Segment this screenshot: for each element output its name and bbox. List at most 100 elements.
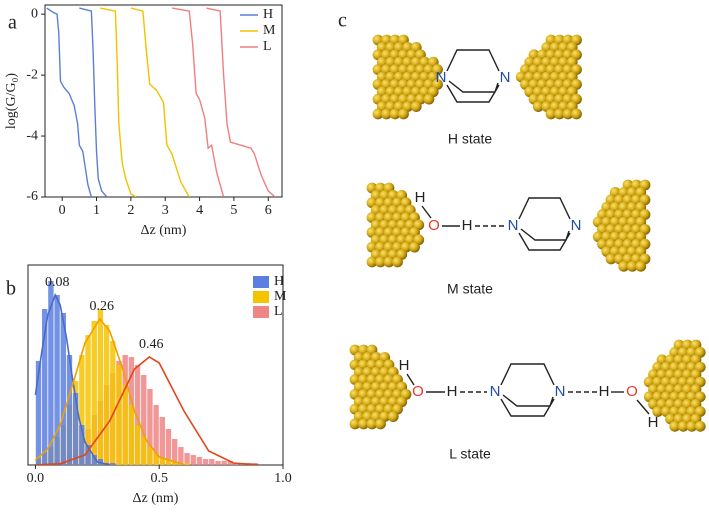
histogram-bar bbox=[215, 461, 221, 465]
atom-label: N bbox=[555, 383, 566, 400]
gaussian-fit bbox=[35, 356, 259, 465]
legend-label: M bbox=[274, 289, 287, 304]
panel-label: b bbox=[6, 278, 16, 300]
histogram-bar bbox=[184, 453, 190, 465]
conductance-trace bbox=[79, 7, 108, 197]
histogram-bar bbox=[209, 459, 215, 465]
dabco-cage bbox=[500, 363, 555, 417]
histogram-bar bbox=[116, 365, 122, 465]
gold-atom bbox=[545, 108, 557, 120]
legend-swatch bbox=[253, 276, 269, 288]
legend-label: L bbox=[263, 39, 272, 54]
atom-label: H bbox=[462, 217, 473, 234]
gold-atom bbox=[389, 108, 401, 120]
histogram-bar bbox=[48, 281, 54, 465]
histogram-bar bbox=[159, 417, 166, 465]
peak-label: 0.26 bbox=[90, 299, 115, 314]
histogram-bar bbox=[85, 445, 91, 465]
bond bbox=[406, 373, 415, 386]
plot-frame bbox=[44, 4, 283, 198]
histogram-bar bbox=[110, 463, 116, 465]
histogram-bar bbox=[190, 455, 196, 465]
panel-label: a bbox=[8, 12, 17, 34]
gold-electrode bbox=[515, 34, 582, 120]
histogram-bar bbox=[153, 453, 159, 465]
histogram-bar bbox=[103, 325, 110, 465]
histogram-bar bbox=[202, 459, 209, 465]
atom-label: N bbox=[500, 69, 511, 86]
y-tick-label: 0 bbox=[31, 6, 38, 21]
x-axis-label: Δz (nm) bbox=[133, 491, 179, 506]
histogram-bar bbox=[178, 447, 184, 465]
y-tick-label: -6 bbox=[26, 189, 38, 204]
gold-atom bbox=[387, 411, 399, 422]
bond bbox=[421, 205, 432, 219]
histogram-bar bbox=[165, 459, 172, 465]
peak-label: 0.46 bbox=[139, 337, 164, 352]
gold-atom bbox=[375, 418, 386, 430]
histogram-bar bbox=[72, 393, 79, 465]
gold-atom bbox=[372, 108, 384, 120]
atom-label: H bbox=[415, 189, 426, 206]
gold-atom bbox=[409, 241, 420, 253]
atom-label: H bbox=[599, 383, 610, 400]
histogram-bar bbox=[66, 355, 73, 465]
histogram-bar bbox=[171, 461, 178, 465]
histogram-bar bbox=[122, 385, 128, 465]
histogram-bar bbox=[79, 425, 85, 465]
gold-electrode bbox=[643, 339, 706, 432]
histogram-bar bbox=[60, 313, 66, 465]
gold-atom bbox=[677, 420, 689, 432]
legend-label: L bbox=[274, 304, 283, 319]
x-tick-label: 6 bbox=[265, 203, 272, 218]
histogram-bar bbox=[97, 309, 104, 465]
dabco-cage bbox=[518, 197, 571, 251]
atom-label: O bbox=[626, 383, 638, 400]
state-label: L state bbox=[449, 446, 491, 462]
conductance-trace bbox=[171, 7, 225, 197]
panel-label: c bbox=[338, 10, 347, 32]
histogram-bar bbox=[134, 425, 141, 465]
y-tick-label: -4 bbox=[26, 128, 38, 143]
legend-swatch bbox=[253, 306, 269, 318]
gold-atom bbox=[635, 260, 647, 272]
gold-atom bbox=[532, 101, 544, 112]
atom-label: H bbox=[399, 357, 410, 374]
gold-atom bbox=[686, 420, 698, 432]
conductance-trace bbox=[206, 7, 276, 197]
conductance-trace bbox=[99, 7, 137, 197]
atom-label: O bbox=[428, 217, 440, 234]
x-tick-label: 2 bbox=[127, 203, 134, 218]
gold-atom bbox=[366, 418, 378, 430]
histogram-bar bbox=[91, 455, 97, 465]
atom-label: N bbox=[571, 217, 582, 234]
atom-label: H bbox=[447, 383, 458, 400]
histogram-bar bbox=[128, 405, 135, 465]
histogram-bar bbox=[196, 457, 203, 465]
bars bbox=[34, 281, 259, 465]
x-tick-label: 1 bbox=[93, 203, 100, 218]
atom-label: N bbox=[490, 383, 501, 400]
gold-atom bbox=[349, 418, 361, 430]
gold-electrode bbox=[349, 344, 412, 430]
histogram-bar bbox=[141, 437, 147, 465]
x-tick-label: 0.5 bbox=[150, 471, 168, 486]
legend-label: H bbox=[274, 274, 284, 289]
atom-label: N bbox=[436, 69, 447, 86]
x-tick-label: 5 bbox=[230, 203, 237, 218]
gold-atom bbox=[392, 256, 403, 268]
gold-electrode bbox=[366, 182, 425, 268]
histogram-bar bbox=[54, 295, 60, 465]
histogram-bar bbox=[171, 439, 178, 465]
histogram-bar bbox=[147, 389, 153, 465]
atom-label: N bbox=[508, 217, 519, 234]
legend-label: M bbox=[263, 23, 276, 38]
histogram-bar bbox=[227, 461, 234, 465]
x-tick-label: 0 bbox=[59, 203, 66, 218]
y-axis-label: log(G/G₀) bbox=[4, 73, 19, 130]
x-tick-label: 3 bbox=[162, 203, 169, 218]
gold-atom bbox=[423, 93, 435, 105]
histogram-bar bbox=[141, 375, 147, 465]
gold-electrode bbox=[372, 34, 443, 120]
